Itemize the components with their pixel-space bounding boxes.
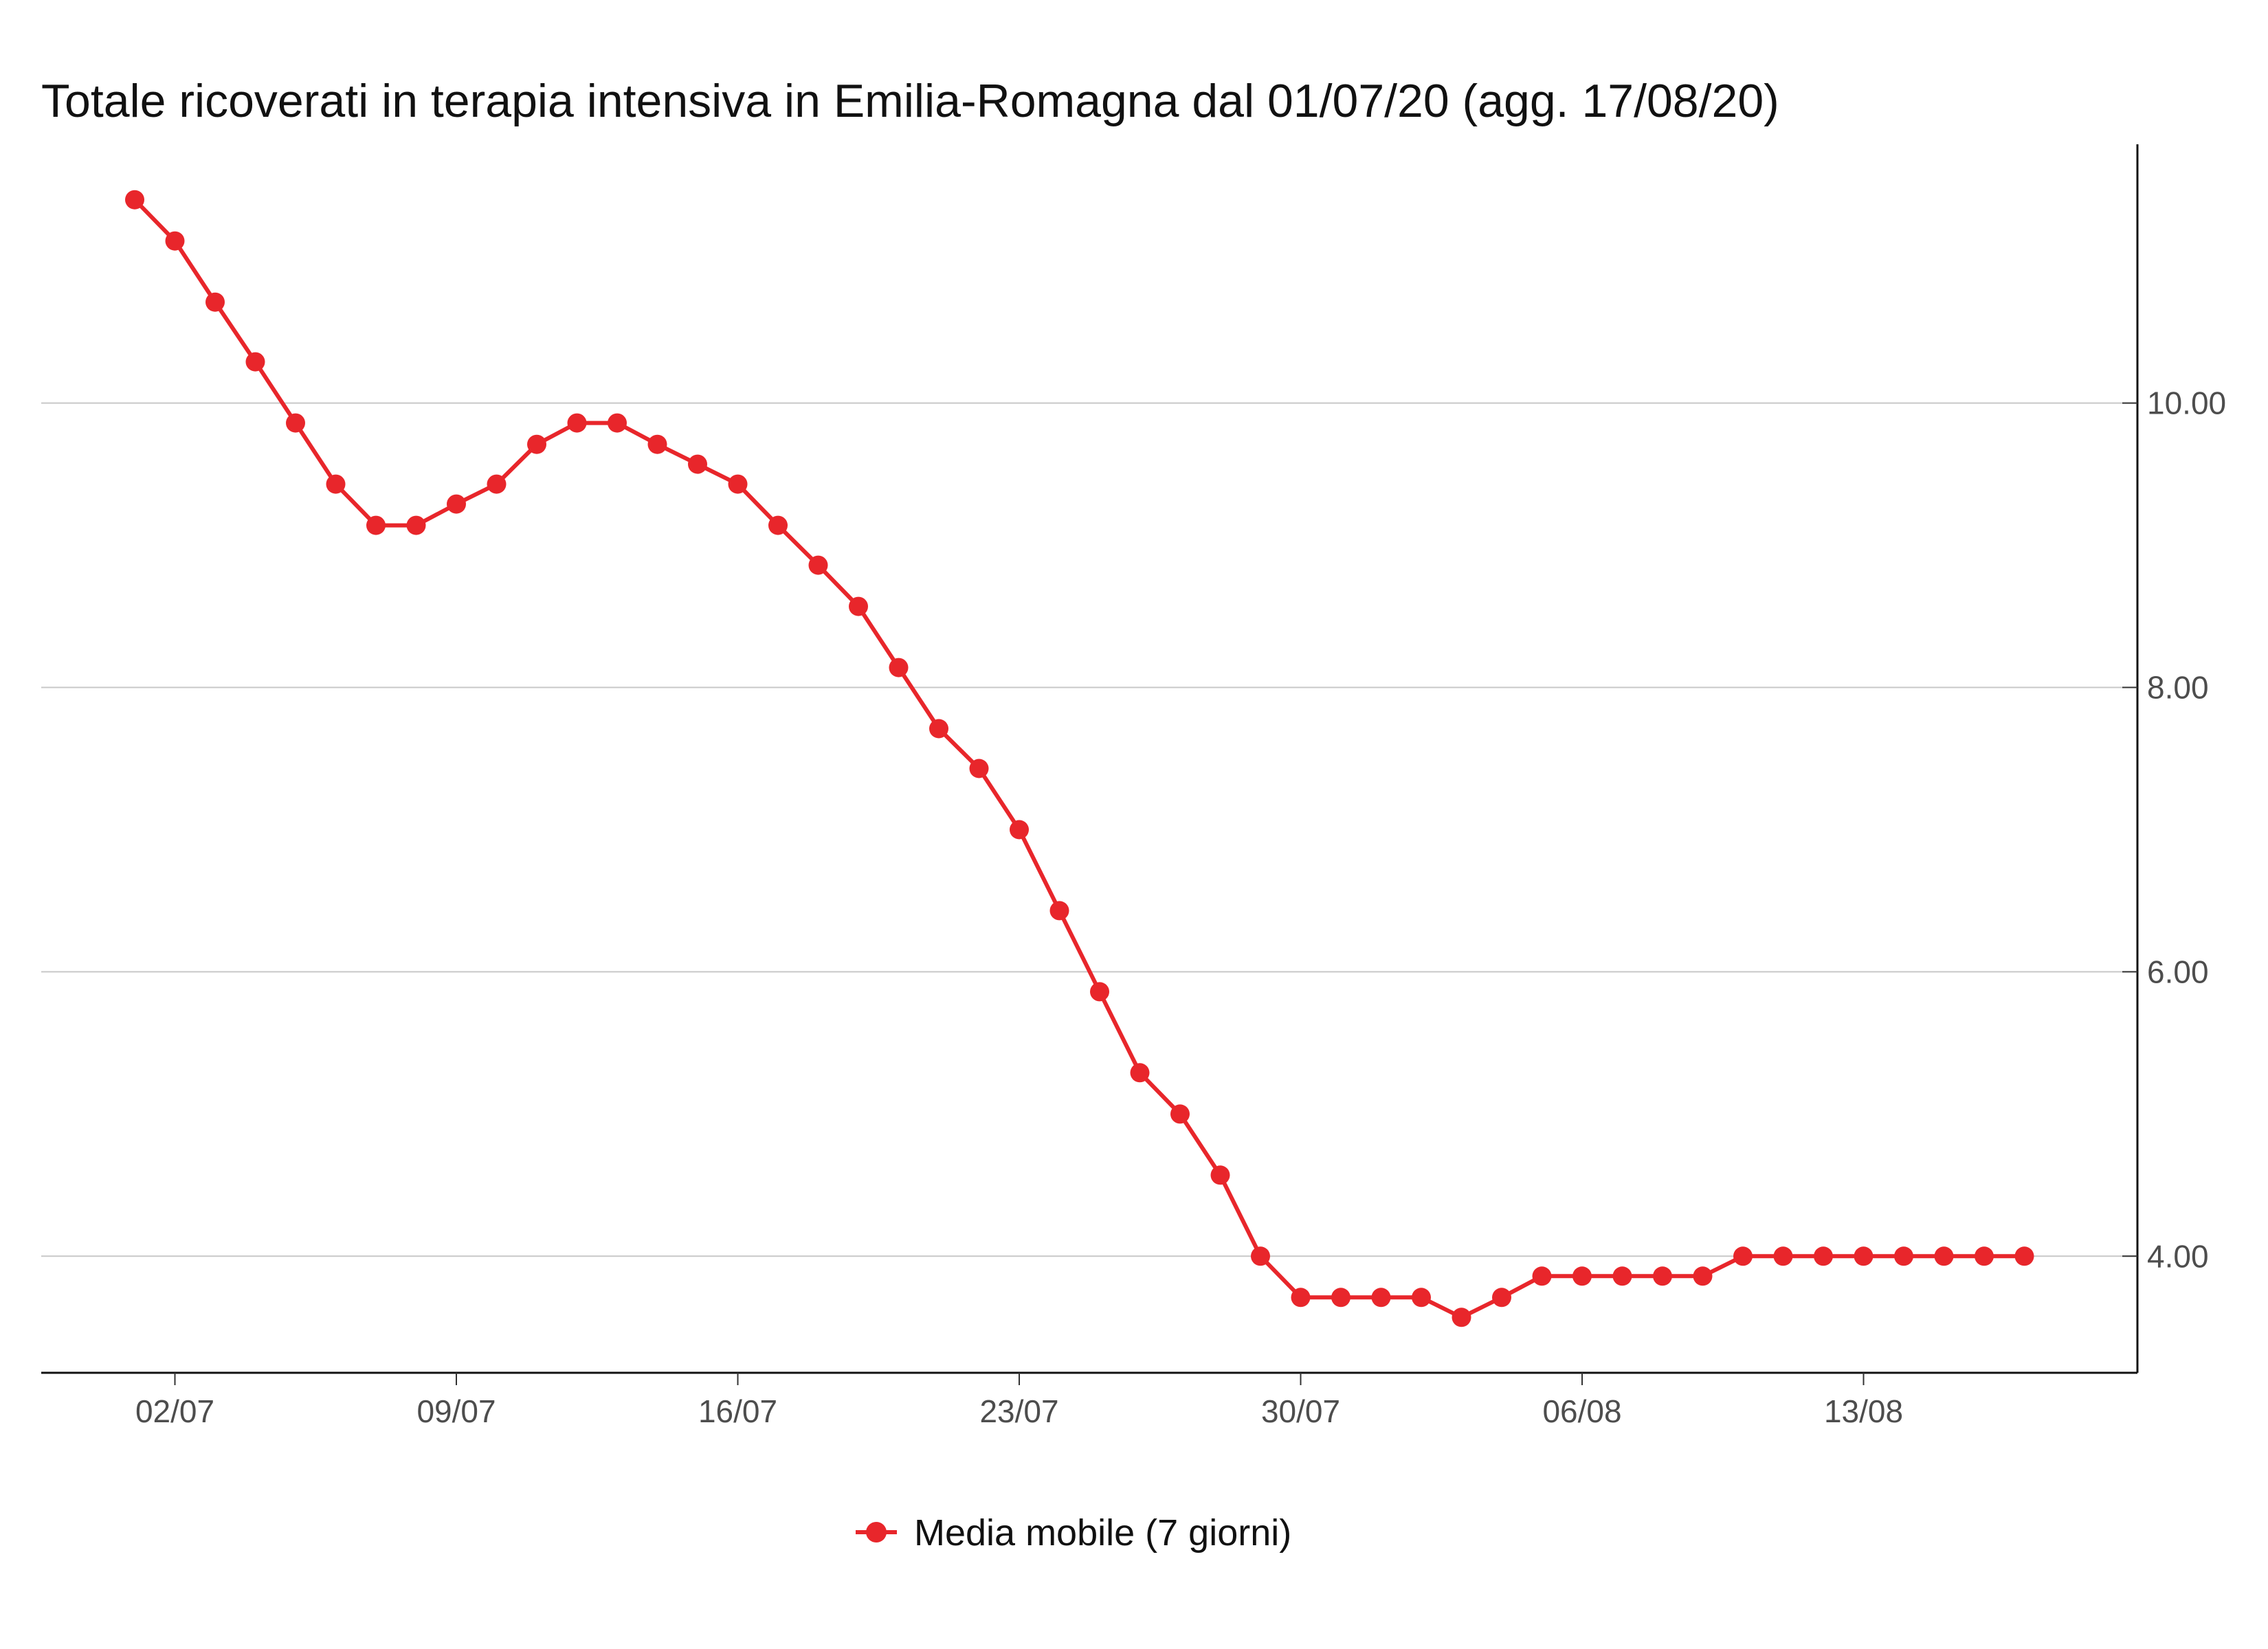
data-point (406, 515, 426, 535)
data-point (1894, 1246, 1913, 1266)
data-point (1291, 1288, 1311, 1308)
data-point (125, 190, 144, 210)
data-point (447, 494, 466, 514)
data-point (608, 413, 627, 433)
data-point (366, 515, 386, 535)
legend: Media mobile (7 giorni) (856, 1512, 1291, 1553)
data-point (487, 474, 507, 494)
data-point (165, 231, 185, 251)
data-point (1452, 1308, 1471, 1327)
data-point (1412, 1288, 1431, 1308)
legend-marker (866, 1522, 887, 1543)
data-point (768, 515, 788, 535)
data-point (1733, 1246, 1753, 1266)
x-tick-label: 02/07 (135, 1393, 214, 1429)
data-point (1814, 1246, 1833, 1266)
gridlines (41, 402, 2137, 1257)
data-point (1653, 1266, 1672, 1286)
y-tick-label: 4.00 (2147, 1238, 2209, 1274)
data-point (1049, 901, 1069, 921)
chart-title: Totale ricoverati in terapia intensiva i… (41, 75, 1779, 127)
data-point (808, 555, 828, 575)
data-point (1170, 1104, 1190, 1124)
data-point (889, 658, 909, 677)
data-point (1693, 1266, 1713, 1286)
data-point (1572, 1266, 1592, 1286)
axes (41, 144, 2139, 1374)
x-tick-label: 13/08 (1824, 1393, 1903, 1429)
data-point (647, 434, 667, 454)
data-point (1612, 1266, 1632, 1286)
data-point (245, 352, 265, 372)
x-tick-label: 16/07 (698, 1393, 777, 1429)
x-tick-label: 09/07 (416, 1393, 496, 1429)
data-point (326, 474, 346, 494)
data-point (1975, 1246, 1994, 1266)
data-point (849, 596, 868, 616)
data-point (205, 292, 225, 312)
data-point (728, 474, 748, 494)
data-point (929, 719, 948, 739)
y-tick-label: 6.00 (2147, 954, 2209, 989)
data-point (688, 454, 707, 474)
data-point (1090, 982, 1109, 1002)
data-point (1532, 1266, 1552, 1286)
data-point (2014, 1246, 2034, 1266)
data-point (567, 413, 587, 433)
data-point (1492, 1288, 1511, 1308)
data-point (286, 413, 305, 433)
x-axis-ticks: 02/07 09/07 16/07 23/07 30/07 06/08 13/08 (135, 1373, 1903, 1429)
y-axis-ticks: 4.00 6.00 8.00 10.00 (2122, 385, 2226, 1274)
data-point (1854, 1246, 1874, 1266)
data-point (1773, 1246, 1793, 1266)
x-tick-label: 30/07 (1261, 1393, 1340, 1429)
data-point (969, 759, 989, 778)
x-tick-label: 06/08 (1542, 1393, 1621, 1429)
data-point (1371, 1288, 1391, 1308)
y-tick-label: 10.00 (2147, 385, 2226, 421)
data-point (1010, 820, 1029, 840)
data-point (1251, 1246, 1270, 1266)
x-tick-label: 23/07 (979, 1393, 1058, 1429)
data-point (527, 434, 546, 454)
data-point (1210, 1165, 1230, 1185)
data-point (1934, 1246, 1954, 1266)
series-layer (125, 190, 2034, 1327)
y-tick-label: 8.00 (2147, 670, 2209, 706)
series-line (133, 198, 2025, 1320)
legend-label: Media mobile (7 giorni) (914, 1512, 1291, 1553)
data-point (1130, 1063, 1150, 1083)
data-point (1331, 1288, 1350, 1308)
